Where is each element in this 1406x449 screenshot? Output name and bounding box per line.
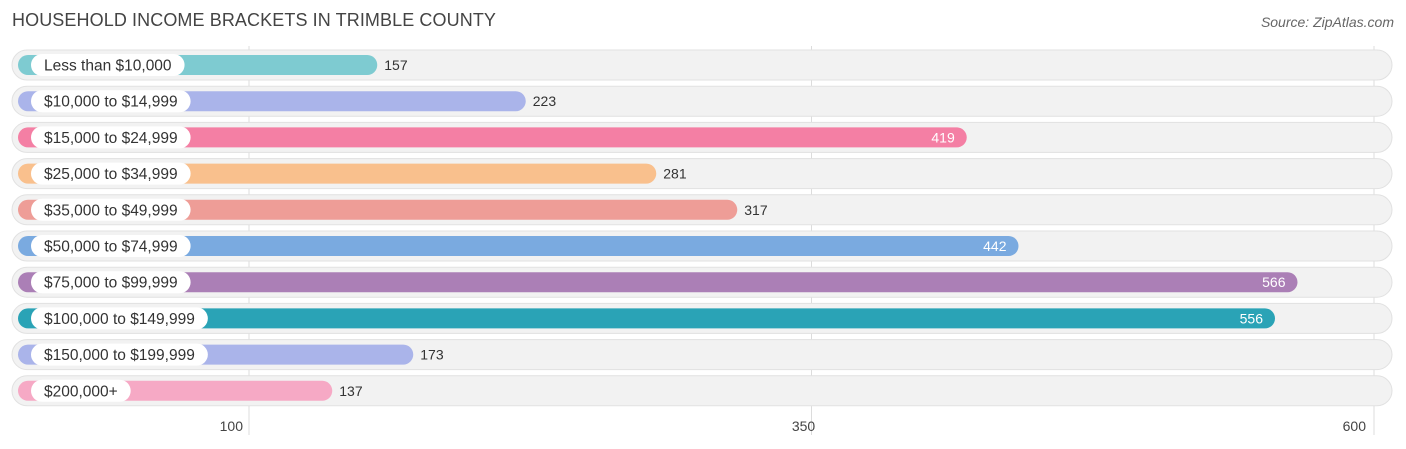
value-label: 157: [384, 57, 408, 73]
value-label: 223: [533, 93, 557, 109]
category-label: Less than $10,000: [44, 58, 172, 75]
category-label-pill: [31, 126, 191, 149]
category-label-pill: [31, 379, 131, 402]
bar-7: [18, 308, 1275, 329]
value-label: 173: [420, 347, 444, 363]
category-label-pill: [31, 162, 191, 185]
category-label-pill: [31, 90, 191, 113]
value-label: 419: [931, 129, 955, 145]
category-label: $35,000 to $49,999: [44, 202, 178, 219]
x-tick-label: 350: [792, 418, 816, 434]
bar-2: [18, 127, 967, 148]
bar-4: [18, 199, 738, 220]
category-label-pill: [31, 235, 191, 257]
category-label-pill: [31, 198, 191, 221]
category-label: $15,000 to $24,999: [44, 130, 178, 147]
x-tick-label: 600: [1343, 418, 1367, 434]
category-label: $50,000 to $74,999: [44, 239, 178, 256]
bar-5: [18, 236, 1019, 256]
bar-6: [18, 272, 1298, 293]
category-label: $75,000 to $99,999: [44, 275, 178, 292]
category-label-pill: [31, 343, 208, 366]
category-label: $200,000+: [44, 383, 118, 400]
chart-title: HOUSEHOLD INCOME BRACKETS IN TRIMBLE COU…: [12, 10, 497, 30]
category-label-pill: [31, 271, 191, 294]
category-label: $100,000 to $149,999: [44, 311, 195, 328]
x-tick-label: 100: [220, 418, 244, 434]
category-label: $25,000 to $34,999: [44, 166, 178, 183]
bar-track: [11, 375, 1393, 407]
value-label: 281: [663, 166, 687, 182]
category-label: $150,000 to $199,999: [44, 347, 195, 364]
value-label: 566: [1262, 274, 1286, 290]
category-label-pill: [31, 307, 208, 330]
category-label-pill: [31, 54, 185, 76]
value-label: 137: [339, 383, 363, 399]
value-label: 317: [744, 202, 768, 218]
value-label: 442: [983, 238, 1007, 254]
chart-source: Source: ZipAtlas.com: [1260, 14, 1394, 30]
value-label: 556: [1240, 310, 1264, 326]
category-label: $10,000 to $14,999: [44, 94, 178, 111]
